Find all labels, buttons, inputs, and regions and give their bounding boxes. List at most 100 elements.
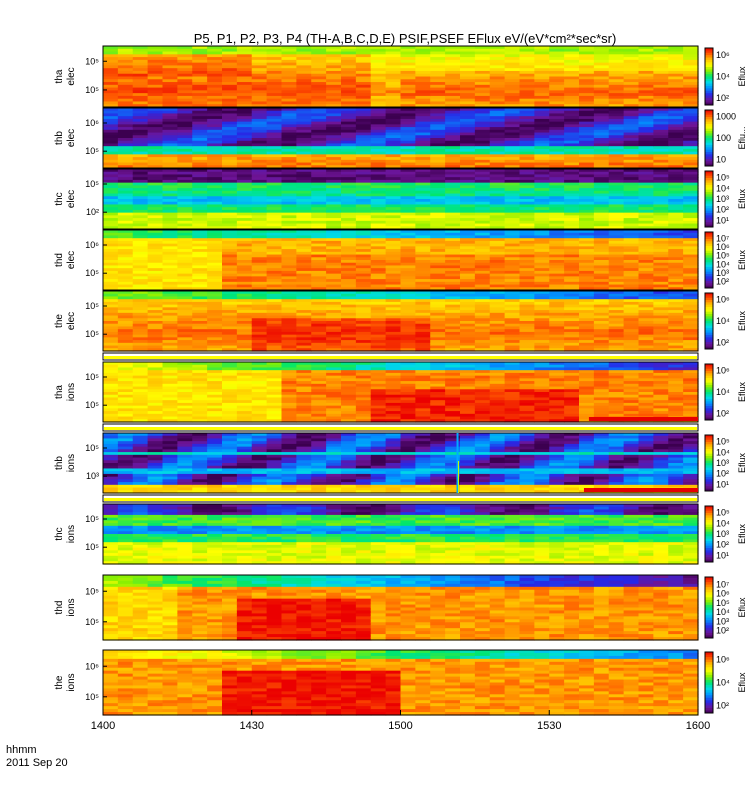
heatmap-cell (192, 212, 208, 216)
colorbar-segment (705, 171, 713, 174)
heatmap-cell (132, 375, 149, 379)
heatmap-cell (177, 201, 193, 206)
heatmap-cell (400, 127, 416, 131)
heatmap-cell (236, 159, 253, 164)
heatmap-cell (162, 223, 178, 227)
heatmap-cell (489, 169, 506, 173)
heatmap-cell (474, 143, 491, 147)
heatmap-cell (355, 104, 372, 108)
heatmap-cell (519, 342, 535, 347)
heatmap-cell (460, 223, 476, 227)
heatmap-cell (132, 337, 149, 341)
heatmap-cell (534, 196, 550, 200)
heatmap-cell (564, 132, 580, 136)
heatmap-cell (147, 127, 164, 131)
heatmap-cell (147, 146, 164, 150)
heatmap-cell (474, 251, 491, 256)
heatmap-cell (341, 345, 357, 349)
heatmap-cell (222, 389, 238, 393)
heatmap-cell (326, 220, 342, 225)
heatmap-cell (132, 157, 149, 161)
heatmap-cell (147, 312, 164, 317)
heatmap-cell (400, 46, 416, 50)
heatmap-cell (341, 260, 357, 264)
heatmap-cell (385, 73, 402, 78)
heatmap-cell (460, 299, 476, 303)
heatmap-cell (117, 179, 134, 184)
heatmap-cell (638, 159, 654, 164)
heatmap-cell (460, 310, 476, 314)
heatmap-cell (296, 179, 312, 184)
heatmap-cell (162, 90, 178, 94)
heatmap-cell (341, 199, 357, 203)
heatmap-cell (593, 70, 610, 75)
heatmap-cell (281, 204, 297, 208)
heatmap-cell (623, 124, 640, 128)
heatmap-cell (296, 196, 312, 200)
heatmap-cell (355, 342, 372, 347)
heatmap-cell (117, 135, 134, 139)
heatmap-cell (251, 110, 268, 115)
heatmap-cell (117, 276, 134, 280)
heatmap-cell (341, 257, 357, 261)
heatmap-cell (236, 209, 253, 214)
heatmap-cell (430, 110, 446, 115)
heatmap-cell (162, 260, 178, 264)
heatmap-cell (192, 59, 208, 64)
heatmap-cell (549, 230, 565, 234)
heatmap-cell (296, 375, 312, 379)
heatmap-cell (623, 249, 640, 253)
heatmap-cell (623, 46, 640, 50)
heatmap-cell (355, 129, 372, 134)
heatmap-cell (177, 87, 193, 91)
heatmap-cell (266, 331, 283, 336)
heatmap-cell (236, 312, 253, 317)
heatmap-cell (341, 151, 357, 155)
heatmap-cell (385, 146, 402, 150)
heatmap-cell (296, 59, 312, 64)
heatmap-cell (668, 310, 684, 314)
heatmap-cell (326, 179, 342, 184)
heatmap-cell (549, 82, 565, 86)
heatmap-cell (638, 212, 654, 216)
heatmap-cell (147, 169, 164, 173)
heatmap-cell (504, 159, 521, 164)
heatmap-cell (192, 70, 208, 75)
heatmap-cell (162, 174, 178, 178)
heatmap-cell (534, 62, 550, 67)
heatmap-cell (579, 113, 595, 117)
heatmap-cell (281, 110, 297, 115)
heatmap-cell (549, 334, 565, 338)
heatmap-cell (132, 230, 149, 234)
heatmap-cell (207, 162, 223, 166)
heatmap-cell (192, 226, 208, 230)
heatmap-cell (504, 281, 521, 286)
heatmap-cell (326, 413, 342, 418)
heatmap-cell (355, 51, 372, 55)
heatmap-cell (608, 108, 625, 112)
heatmap-cell (326, 262, 342, 267)
heatmap-cell (162, 243, 178, 247)
heatmap-cell (549, 299, 565, 303)
heatmap-cell (519, 116, 535, 120)
heatmap-cell (489, 135, 506, 139)
heatmap-cell (683, 310, 699, 314)
heatmap-cell (579, 148, 595, 153)
heatmap-cell (593, 165, 610, 169)
heatmap-cell (236, 378, 253, 382)
heatmap-cell (638, 171, 654, 176)
heatmap-cell (296, 201, 312, 206)
heatmap-cell (504, 132, 521, 136)
heatmap-cell (504, 318, 521, 322)
heatmap-cell (489, 246, 506, 250)
heatmap-cell (370, 372, 387, 377)
heatmap-cell (177, 157, 193, 161)
heatmap-cell (296, 51, 312, 55)
heatmap-cell (564, 281, 580, 286)
heatmap-cell (281, 243, 297, 247)
heatmap-cell (370, 334, 387, 338)
heatmap-cell (222, 148, 238, 153)
heatmap-cell (251, 95, 268, 100)
heatmap-cell (519, 124, 535, 128)
heatmap-cell (519, 148, 535, 153)
